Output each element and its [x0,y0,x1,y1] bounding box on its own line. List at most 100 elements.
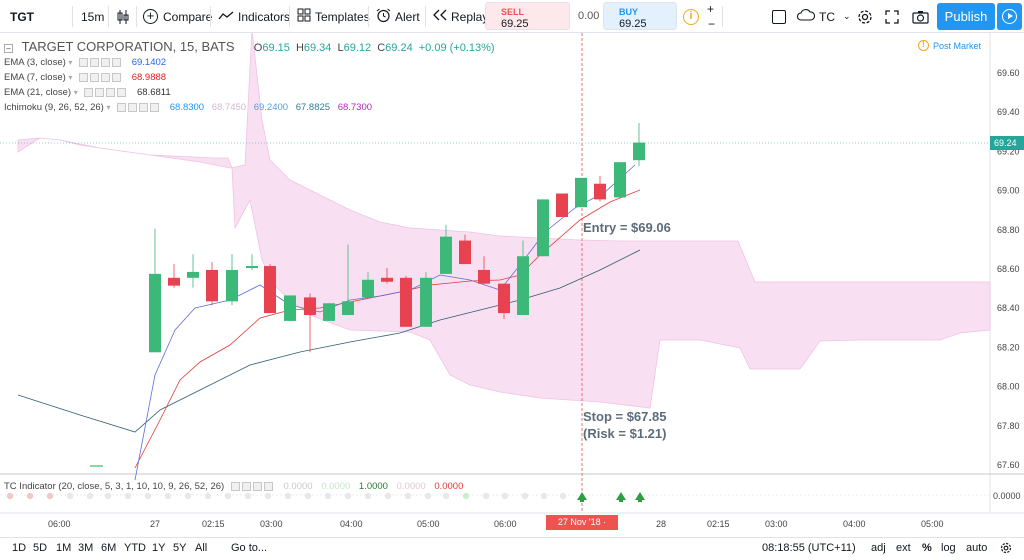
indicator-name: Ichimoku (9, 26, 52, 26) [4,102,104,114]
indicator-controls[interactable] [79,72,123,83]
indicator-controls[interactable] [79,57,123,68]
price-tick-label: 69.40 [997,107,1020,117]
goto-button[interactable]: Go to... [231,542,268,554]
tc-value-5: 0.0000 [434,481,464,493]
auto-toggle[interactable]: auto [966,542,988,554]
range-1d[interactable]: 1D [12,542,27,554]
ichimoku-conversion-value: 68.8300 [169,102,205,114]
entry-annotation: Entry = $69.06 [583,220,671,235]
square-icon[interactable] [772,0,786,33]
candle-body [187,271,199,278]
settings-icon[interactable] [857,0,873,33]
indicator-controls[interactable] [230,481,275,492]
top-toolbar: TGT 15m + Compare Indicators Templates [0,0,1024,33]
sell-button[interactable]: SELL 69.25 [485,2,570,30]
price-tick-label: 67.80 [997,421,1020,431]
interval-button[interactable]: 15m [81,9,105,24]
candle-body [284,295,296,321]
ichimoku-spanA-value: 67.8825 [295,102,331,114]
range-1m[interactable]: 1M [56,542,72,554]
signal-dot [540,492,548,500]
time-tick-label: 02:15 [202,519,225,529]
candle-body [381,277,393,282]
indicators-label: Indicators [238,9,291,24]
chevron-down-icon: ▾ [68,73,73,83]
templates-icon [297,8,311,25]
ext-toggle[interactable]: ext [896,542,911,554]
signal-dot [244,492,252,500]
collapse-icon[interactable]: – [4,43,13,53]
compare-button[interactable]: + Compare [143,0,212,33]
range-5d[interactable]: 5D [33,542,48,554]
legend-ema21[interactable]: EMA (21, close) ▾ 68.6811 [4,87,171,98]
ichimoku-cloud [17,33,991,409]
time-tick-label: 28 [656,519,666,529]
signal-dot [364,492,372,500]
price-tick-label: 68.00 [997,382,1020,392]
legend-tc-indicator[interactable]: TC Indicator (20, close, 5, 3, 1, 10, 10… [4,481,463,492]
indicator-controls[interactable] [117,102,161,113]
legend-ichimoku[interactable]: Ichimoku (9, 26, 52, 26) ▾ 68.8300 68.74… [4,102,372,113]
indicators-button[interactable]: Indicators [218,0,290,33]
buy-label: BUY [619,7,639,17]
time-tick-label: 27 [150,519,160,529]
signal-dot [86,492,94,500]
signal-dot [284,492,292,500]
range-6m[interactable]: 6M [101,542,117,554]
symbol-search[interactable]: TGT [10,9,34,24]
range-all[interactable]: All [195,542,208,554]
signal-dot [424,492,432,500]
camera-icon[interactable] [912,0,929,33]
replay-button[interactable]: Replay [433,0,488,33]
range-1y[interactable]: 1Y [152,542,166,554]
low-label: L [337,42,344,54]
chevron-down-icon: ▾ [73,88,78,98]
price-chart[interactable]: Entry = $69.06 Stop = $67.85 (Risk = $1.21… [0,33,1024,538]
price-tick-label: 68.20 [997,342,1020,352]
time-tick-label: 02:15 [707,519,730,529]
template-selector[interactable]: TC ⌄ [796,0,851,33]
fullscreen-icon[interactable] [885,0,899,33]
close-value: 69.24 [385,42,413,54]
log-toggle[interactable]: log [941,542,956,554]
range-5y[interactable]: 5Y [173,542,187,554]
tc-value-2: 0.0000 [321,481,351,493]
ichimoku-spanB-value: 68.7300 [337,102,373,114]
play-icon[interactable] [996,3,1022,30]
signal-dot [66,492,74,500]
ichimoku-lagging-value: 69.2400 [253,102,289,114]
price-tick-label: 69.20 [997,146,1020,156]
legend-ema7[interactable]: EMA (7, close) ▾ 68.9888 [4,72,166,83]
buy-button[interactable]: BUY 69.25 [603,2,677,30]
high-label: H [295,42,304,54]
stop-annotation: Stop = $67.85 [583,409,666,424]
price-tick-label: 67.60 [997,460,1020,470]
range-3m[interactable]: 3M [78,542,94,554]
candles-icon[interactable] [116,0,130,33]
adj-toggle[interactable]: adj [871,542,886,554]
tc-value-3: 1.0000 [358,481,388,493]
open-value: 69.15 [262,42,290,54]
signal-dot [521,492,529,500]
alert-button[interactable]: Alert [376,0,420,33]
info-icon[interactable]: i [683,0,699,33]
indicator-value: 69.1402 [131,57,167,69]
candle-body [362,279,374,298]
replay-label: Replay [451,9,489,24]
candle-body [459,240,471,265]
chevron-down-icon: ▾ [68,58,73,68]
template-name: TC [819,9,835,24]
publish-button[interactable]: Publish [937,3,995,30]
legend-ema3[interactable]: EMA (3, close) ▾ 69.1402 [4,57,166,68]
range-ytd[interactable]: YTD [124,542,146,554]
plus-icon[interactable]: + [707,2,715,16]
time-tick-label: 06:00 [48,519,71,529]
minus-icon[interactable]: − [708,17,716,31]
settings-icon[interactable] [1000,542,1012,557]
divider [722,6,723,27]
divider [289,6,290,27]
post-market-badge[interactable]: ! Post Market [918,40,981,51]
templates-button[interactable]: Templates [297,0,370,33]
percent-toggle[interactable]: % [922,542,932,554]
indicator-controls[interactable] [84,87,128,98]
